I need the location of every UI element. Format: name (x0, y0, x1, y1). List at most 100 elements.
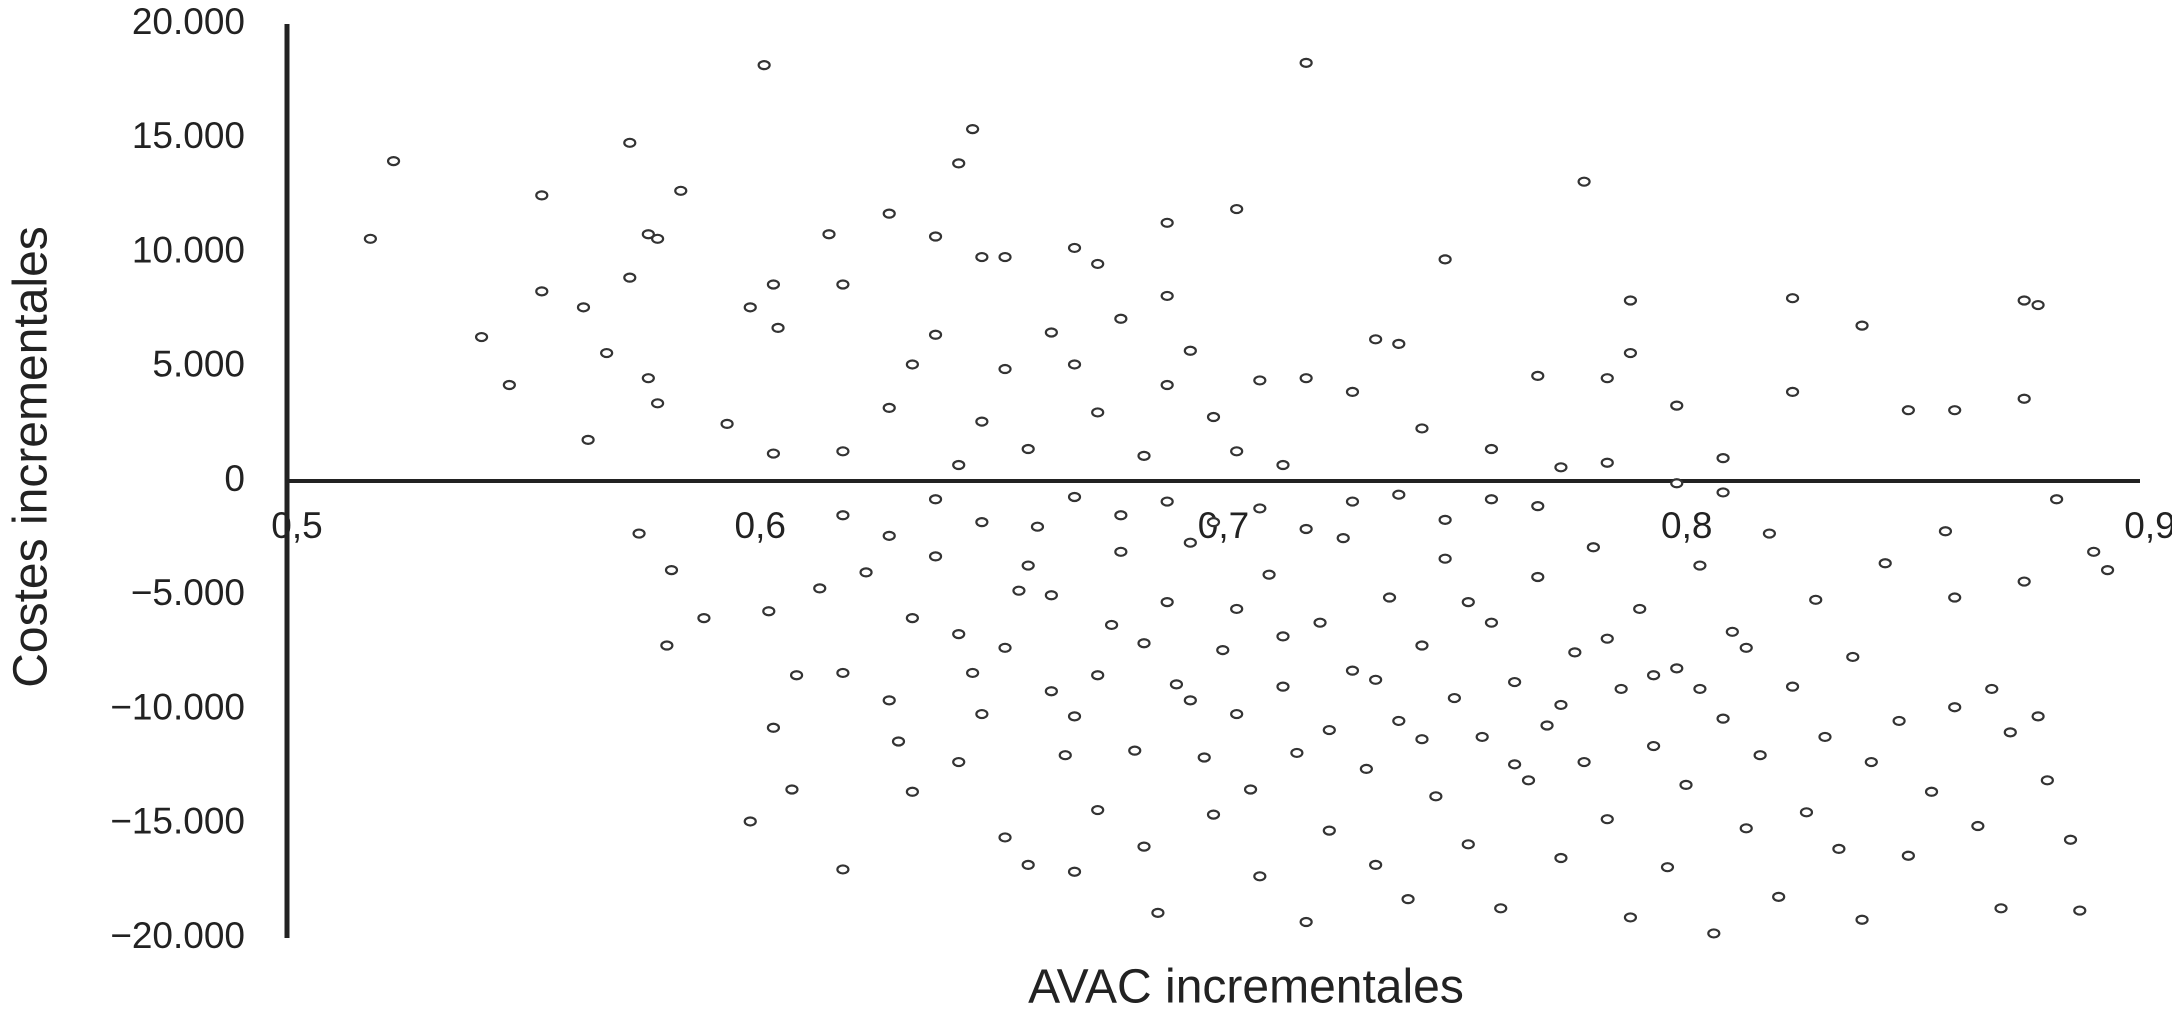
point (502, 379, 516, 391)
point (998, 363, 1012, 375)
point (1392, 489, 1406, 500)
y-tick-label: −10.000 (110, 686, 245, 727)
point (1091, 258, 1105, 270)
point (623, 137, 637, 148)
point (1230, 203, 1244, 215)
point (1809, 594, 1823, 605)
point (2017, 393, 2031, 404)
point (1508, 759, 1522, 770)
point (650, 233, 665, 244)
point (1276, 631, 1290, 642)
point (1660, 862, 1675, 873)
point (2003, 727, 2017, 738)
point (928, 329, 943, 340)
point (535, 190, 549, 201)
point (1243, 784, 1258, 795)
point (697, 612, 711, 624)
point (952, 158, 966, 169)
point (1392, 338, 1406, 349)
point (632, 528, 646, 539)
point (1369, 334, 1383, 345)
point (952, 756, 966, 768)
point (952, 459, 966, 471)
point (1021, 560, 1035, 571)
point (1725, 626, 1739, 637)
point (1554, 852, 1568, 864)
point (1531, 501, 1545, 512)
point (1985, 683, 1999, 695)
point (998, 642, 1012, 653)
point (1137, 450, 1151, 461)
point (1623, 347, 1638, 359)
point (1044, 327, 1058, 338)
point (998, 832, 1012, 843)
point (1693, 683, 1707, 695)
point (1772, 891, 1786, 902)
point (1531, 370, 1545, 381)
y-tick-label: 15.000 (132, 115, 245, 156)
point (1670, 400, 1684, 411)
point (1739, 642, 1753, 653)
point (386, 156, 401, 167)
point (905, 612, 919, 624)
point (1299, 916, 1313, 928)
point (1600, 457, 1614, 468)
point (1739, 823, 1753, 834)
point (1262, 569, 1276, 580)
point (1623, 295, 1638, 306)
point (882, 695, 896, 706)
point (1253, 871, 1267, 882)
point (1707, 928, 1721, 939)
y-tick-label: 5.000 (152, 344, 245, 385)
point (836, 510, 850, 521)
point (1299, 523, 1313, 535)
point (1197, 752, 1211, 763)
point (641, 373, 655, 384)
point (1948, 405, 1962, 416)
point (1369, 859, 1383, 870)
point (1892, 715, 1906, 727)
point (1508, 676, 1522, 688)
point (1230, 603, 1244, 615)
point (600, 347, 614, 359)
point (882, 208, 896, 219)
point (2087, 546, 2101, 557)
point (1183, 345, 1197, 356)
point (822, 229, 836, 240)
point (535, 286, 549, 297)
point (928, 551, 943, 562)
point (1322, 825, 1336, 836)
point (905, 786, 919, 797)
point (1091, 804, 1105, 816)
point (1785, 386, 1800, 397)
point (1753, 750, 1767, 761)
point (1382, 592, 1397, 603)
x-tick-label: 0,5 (271, 505, 322, 546)
point (813, 583, 827, 594)
point (1461, 839, 1475, 850)
point (2031, 299, 2045, 311)
point (1392, 715, 1406, 727)
point (1832, 843, 1846, 854)
point (952, 628, 966, 640)
point (650, 398, 665, 409)
point (1216, 644, 1230, 656)
point (1531, 571, 1545, 583)
point (363, 233, 377, 244)
point (2040, 775, 2054, 786)
point (1716, 487, 1730, 498)
point (928, 494, 943, 505)
point (1137, 638, 1151, 649)
point (966, 124, 980, 135)
point (836, 667, 850, 679)
y-tick-label: 20.000 (132, 1, 245, 42)
point (1067, 359, 1082, 370)
point (1762, 528, 1777, 539)
point (664, 565, 679, 576)
point (1160, 290, 1174, 302)
point (966, 667, 980, 679)
point (1623, 912, 1638, 923)
point (1276, 681, 1290, 692)
point (1818, 731, 1832, 743)
